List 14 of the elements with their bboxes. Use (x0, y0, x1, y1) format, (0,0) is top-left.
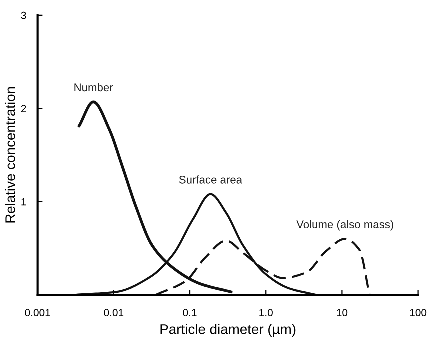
series-label: Number (74, 83, 114, 92)
x-tick-label: 10 (337, 309, 348, 317)
x-tick-label: 100 (410, 309, 427, 317)
y-axis-title: Relative concentration (5, 87, 16, 223)
y-tick-label: 2 (21, 105, 26, 112)
x-tick-label: 1.0 (260, 309, 273, 317)
y-tick-label: 1 (22, 198, 26, 206)
series-label: Volume (also mass) (296, 220, 394, 231)
series-label: Surface area (179, 176, 243, 184)
x-tick-label: 0.1 (183, 309, 197, 317)
y-tick-label: 3 (21, 12, 26, 20)
x-axis-title: Particle diameter (µm) (160, 324, 296, 338)
x-tick-label: 0.001 (25, 309, 50, 317)
x-tick-label: 0.01 (104, 309, 124, 317)
